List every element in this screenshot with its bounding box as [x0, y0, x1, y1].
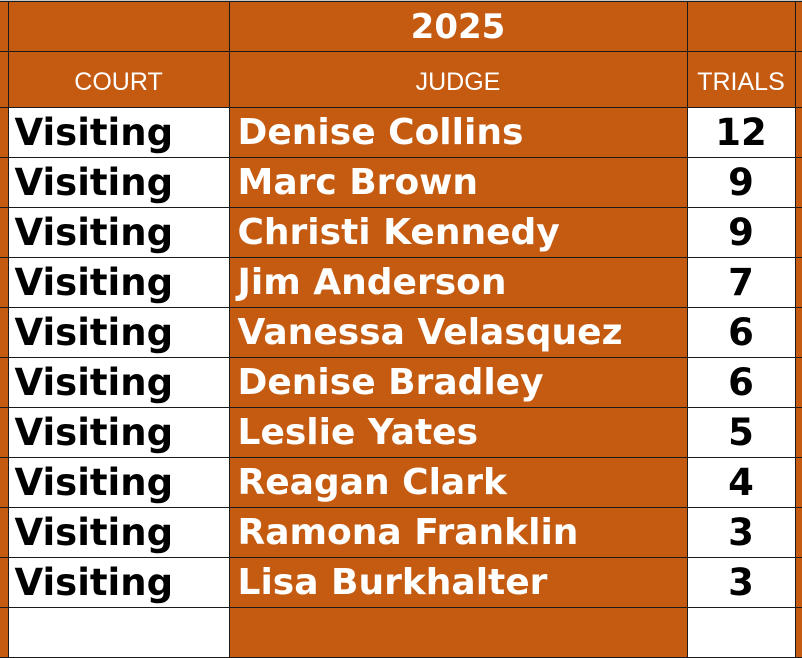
- table-row: Visiting Leslie Yates 5: [0, 407, 802, 458]
- cell[interactable]: [0, 307, 9, 358]
- cell[interactable]: [686, 1, 796, 52]
- trials-cell[interactable]: 4: [686, 457, 796, 508]
- cell[interactable]: [0, 1, 9, 52]
- court-cell[interactable]: Visiting: [7, 257, 230, 308]
- judge-cell[interactable]: Leslie Yates: [228, 407, 688, 458]
- trials-header[interactable]: TRIALS: [686, 51, 796, 108]
- trials-cell[interactable]: 6: [686, 357, 796, 408]
- cell[interactable]: [0, 257, 9, 308]
- trials-cell[interactable]: 9: [686, 207, 796, 258]
- trials-cell[interactable]: 5: [686, 407, 796, 458]
- court-header[interactable]: COURT: [7, 51, 230, 108]
- trials-cell[interactable]: [686, 607, 796, 658]
- cell[interactable]: [794, 457, 802, 508]
- judge-cell[interactable]: Reagan Clark: [228, 457, 688, 508]
- cell[interactable]: [794, 407, 802, 458]
- judge-cell[interactable]: Jim Anderson: [228, 257, 688, 308]
- court-cell[interactable]: Visiting: [7, 157, 230, 208]
- cell[interactable]: [0, 407, 9, 458]
- cell[interactable]: [794, 207, 802, 258]
- trials-cell[interactable]: 3: [686, 557, 796, 608]
- cell[interactable]: [794, 1, 802, 52]
- cell[interactable]: [0, 51, 9, 108]
- cell[interactable]: [0, 207, 9, 258]
- court-cell[interactable]: Visiting: [7, 457, 230, 508]
- judge-cell[interactable]: [228, 607, 688, 658]
- cell[interactable]: [0, 157, 9, 208]
- sheet-top-border: [0, 0, 802, 1]
- cell[interactable]: [794, 307, 802, 358]
- trials-cell[interactable]: 3: [686, 507, 796, 558]
- court-cell[interactable]: Visiting: [7, 307, 230, 358]
- column-header-row: COURT JUDGE TRIALS: [0, 51, 802, 108]
- court-cell[interactable]: Visiting: [7, 357, 230, 408]
- cell[interactable]: [0, 457, 9, 508]
- cell[interactable]: [0, 507, 9, 558]
- court-cell[interactable]: Visiting: [7, 507, 230, 558]
- court-cell[interactable]: [7, 607, 230, 658]
- cell[interactable]: [794, 507, 802, 558]
- table-row: Visiting Denise Bradley 6: [0, 357, 802, 408]
- judge-cell[interactable]: Ramona Franklin: [228, 507, 688, 558]
- cell[interactable]: [794, 557, 802, 608]
- year-row: 2025: [0, 1, 802, 52]
- table-row-partial: [0, 607, 802, 658]
- judge-cell[interactable]: Denise Bradley: [228, 357, 688, 408]
- cell[interactable]: [7, 1, 230, 52]
- judge-header[interactable]: JUDGE: [228, 51, 688, 108]
- table-row: Visiting Marc Brown 9: [0, 157, 802, 208]
- table-row: Visiting Jim Anderson 7: [0, 257, 802, 308]
- court-cell[interactable]: Visiting: [7, 207, 230, 258]
- table-row: Visiting Ramona Franklin 3: [0, 507, 802, 558]
- court-cell[interactable]: Visiting: [7, 107, 230, 158]
- cell[interactable]: [0, 357, 9, 408]
- table-row: Visiting Denise Collins 12: [0, 107, 802, 158]
- cell[interactable]: [794, 157, 802, 208]
- table-row: Visiting Vanessa Velasquez 6: [0, 307, 802, 358]
- cell[interactable]: [0, 607, 9, 658]
- judge-cell[interactable]: Lisa Burkhalter: [228, 557, 688, 608]
- court-cell[interactable]: Visiting: [7, 407, 230, 458]
- judge-cell[interactable]: Marc Brown: [228, 157, 688, 208]
- cell[interactable]: [794, 107, 802, 158]
- cell[interactable]: [794, 257, 802, 308]
- cell[interactable]: [0, 107, 9, 158]
- court-cell[interactable]: Visiting: [7, 557, 230, 608]
- trials-cell[interactable]: 6: [686, 307, 796, 358]
- judge-cell[interactable]: Denise Collins: [228, 107, 688, 158]
- trials-cell[interactable]: 7: [686, 257, 796, 308]
- trials-cell[interactable]: 9: [686, 157, 796, 208]
- table-row: Visiting Lisa Burkhalter 3: [0, 557, 802, 608]
- table-row: Visiting Christi Kennedy 9: [0, 207, 802, 258]
- judge-cell[interactable]: Vanessa Velasquez: [228, 307, 688, 358]
- cell[interactable]: [794, 357, 802, 408]
- judge-cell[interactable]: Christi Kennedy: [228, 207, 688, 258]
- year-header[interactable]: 2025: [228, 1, 688, 52]
- cell[interactable]: [794, 51, 802, 108]
- cell[interactable]: [794, 607, 802, 658]
- trials-cell[interactable]: 12: [686, 107, 796, 158]
- cell[interactable]: [0, 557, 9, 608]
- table-row: Visiting Reagan Clark 4: [0, 457, 802, 508]
